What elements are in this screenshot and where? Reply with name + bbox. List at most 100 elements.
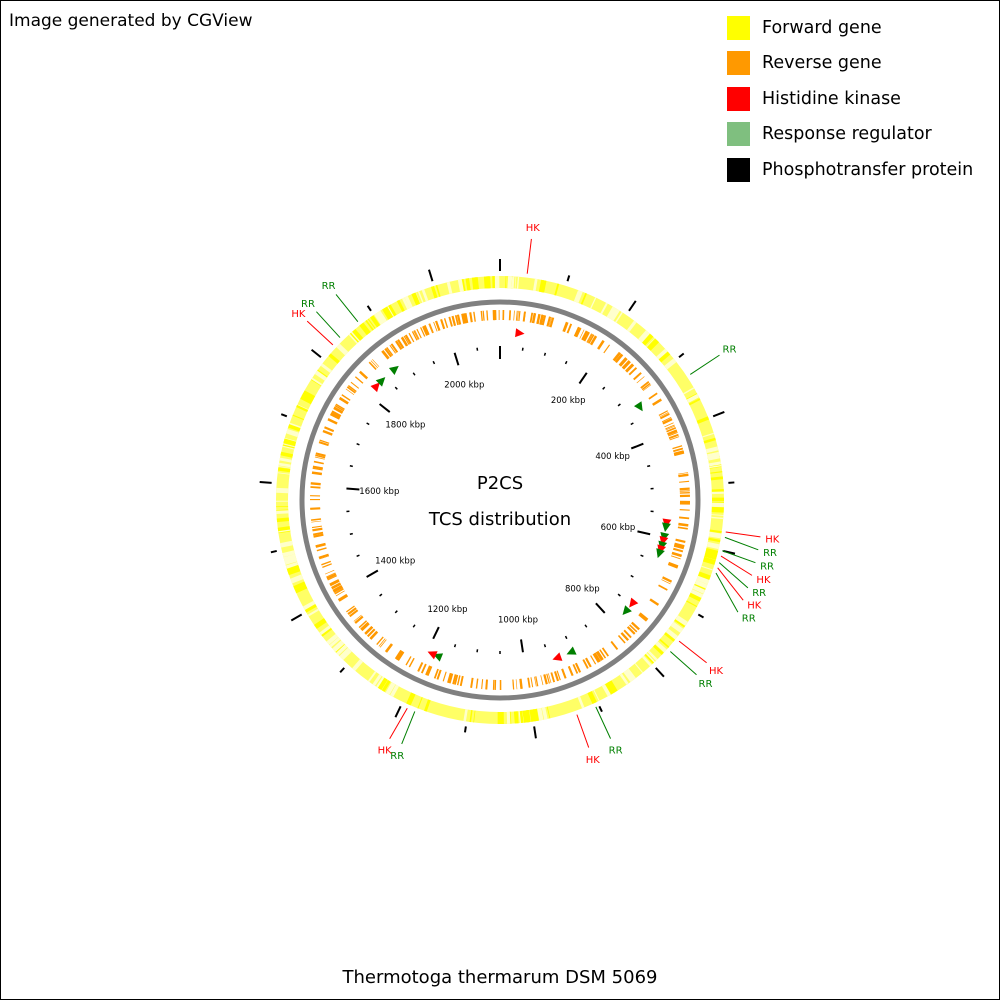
reverse-gene	[615, 354, 624, 364]
legend-label: Forward gene	[762, 17, 882, 38]
reverse-gene	[329, 579, 340, 586]
legend-label: Reverse gene	[762, 53, 882, 74]
reverse-gene	[425, 665, 431, 676]
forward-gene	[707, 451, 720, 459]
legend-label: Phosphotransfer protein	[762, 159, 974, 180]
forward-gene	[541, 707, 548, 720]
outer-tick	[366, 305, 372, 312]
reverse-gene	[433, 321, 438, 332]
reverse-gene	[333, 587, 343, 593]
reverse-gene	[354, 376, 364, 384]
forward-gene	[658, 351, 671, 363]
reverse-gene	[636, 376, 645, 384]
forward-gene	[296, 405, 309, 412]
forward-gene	[367, 318, 376, 329]
reverse-gene	[370, 360, 378, 369]
outer-tick	[697, 613, 705, 619]
reverse-gene	[519, 678, 522, 689]
reverse-gene	[338, 397, 349, 405]
rr-marker	[656, 548, 665, 559]
forward-gene	[516, 276, 520, 289]
reverse-gene	[674, 542, 685, 548]
reverse-gene	[436, 669, 442, 680]
hk-callout-label: HK	[709, 666, 724, 677]
forward-gene	[294, 584, 308, 594]
reverse-gene	[318, 553, 329, 559]
forward-gene	[382, 307, 393, 320]
forward-gene	[352, 659, 364, 671]
forward-gene	[670, 621, 684, 633]
hk-callout-label: HK	[378, 746, 393, 757]
forward-gene	[278, 462, 291, 468]
forward-gene	[704, 551, 718, 560]
ruler-tick	[637, 530, 651, 536]
forward-gene	[411, 292, 420, 306]
ruler-tick	[432, 360, 436, 365]
reverse-gene	[347, 384, 357, 393]
reverse-gene	[544, 674, 548, 685]
forward-gene	[644, 653, 655, 664]
reverse-gene	[311, 520, 322, 523]
reverse-gene	[324, 426, 335, 433]
forward-gene	[647, 650, 658, 661]
reverse-gene	[540, 675, 544, 686]
reverse-gene	[324, 569, 335, 575]
forward-gene	[380, 679, 388, 690]
reverse-gene	[562, 321, 569, 333]
reverse-gene	[610, 641, 618, 650]
forward-gene	[329, 637, 341, 648]
legend-swatch-forward-gene	[727, 15, 750, 40]
reverse-gene	[672, 547, 684, 553]
reverse-gene	[548, 673, 552, 684]
hk-callout-line	[678, 640, 707, 664]
forward-gene	[688, 591, 702, 602]
forward-gene	[483, 276, 490, 289]
reverse-gene	[667, 430, 678, 436]
forward-gene	[372, 674, 382, 686]
reverse-gene	[381, 349, 390, 359]
reverse-gene	[360, 622, 370, 632]
ruler-tick	[630, 422, 634, 426]
forward-gene	[417, 697, 423, 709]
reverse-gene	[527, 677, 531, 688]
reverse-gene	[350, 381, 360, 389]
forward-gene	[710, 476, 723, 480]
forward-gene	[320, 363, 333, 374]
reverse-gene	[626, 626, 636, 635]
forward-gene	[406, 692, 415, 706]
reverse-gene	[315, 452, 326, 457]
forward-gene	[522, 710, 530, 723]
reverse-gene	[621, 360, 630, 369]
reverse-gene	[670, 555, 681, 560]
reverse-gene	[338, 594, 349, 602]
ruler-tick	[366, 569, 379, 578]
reverse-gene-ring	[309, 309, 690, 691]
reverse-gene	[679, 487, 690, 491]
reverse-gene	[314, 456, 325, 460]
reverse-gene	[368, 361, 377, 370]
reverse-gene	[330, 414, 340, 420]
reverse-gene	[481, 679, 484, 690]
outer-tick	[598, 705, 603, 713]
reverse-gene	[353, 614, 362, 622]
reverse-gene	[662, 576, 673, 583]
reverse-gene	[612, 351, 620, 361]
reverse-gene	[553, 671, 560, 682]
hk-callout-label: HK	[526, 223, 541, 234]
rr-callout-label: RR	[723, 345, 737, 356]
forward-gene	[607, 680, 618, 694]
reverse-gene	[345, 388, 355, 396]
reverse-gene	[620, 632, 630, 642]
ruler-label: 800 kbp	[565, 585, 600, 595]
reverse-gene	[413, 330, 419, 340]
reverse-gene	[341, 394, 351, 401]
outer-tick	[259, 480, 272, 484]
reverse-gene	[312, 527, 323, 532]
reverse-gene	[666, 427, 677, 433]
rr-callout-label: RR	[301, 299, 315, 310]
forward-gene	[538, 279, 547, 293]
forward-gene	[675, 615, 688, 626]
outer-tick	[566, 275, 571, 282]
reverse-gene	[678, 473, 689, 478]
reverse-gene	[639, 612, 649, 621]
